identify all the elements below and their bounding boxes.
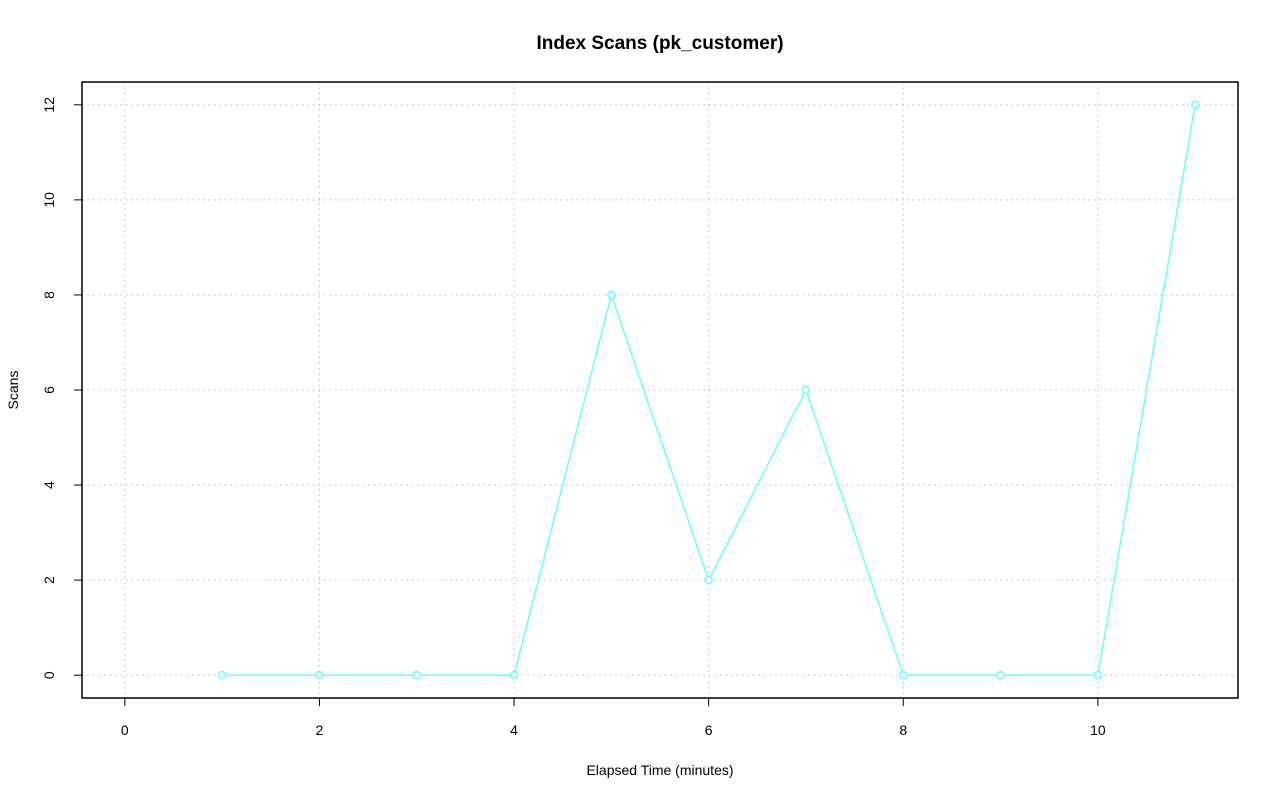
y-tick-label: 12 — [41, 97, 57, 113]
data-point — [315, 670, 324, 680]
data-point — [412, 670, 421, 680]
data-point — [509, 670, 519, 680]
data-point — [1093, 670, 1103, 680]
x-axis-label: Elapsed Time (minutes) — [586, 762, 733, 778]
y-tick-label: 2 — [41, 576, 57, 584]
y-axis-label: Scans — [5, 371, 21, 410]
data-point — [996, 670, 1005, 680]
x-tick-label: 4 — [510, 722, 518, 738]
x-tick-label: 2 — [316, 722, 324, 738]
x-tick-label: 8 — [899, 722, 907, 738]
plot-frame — [81, 81, 1239, 699]
chart-title: Index Scans (pk_customer) — [536, 33, 783, 54]
data-point — [899, 670, 908, 680]
y-tick-label: 6 — [41, 386, 57, 394]
x-tick-label: 0 — [121, 722, 129, 738]
x-tick-label: 6 — [705, 722, 713, 738]
data-point — [704, 575, 713, 585]
y-tick-label: 0 — [41, 671, 57, 679]
data-point — [1190, 100, 1200, 110]
y-tick-label: 8 — [41, 291, 57, 299]
y-tick-label: 10 — [41, 192, 57, 208]
data-point — [217, 670, 227, 680]
data-point — [801, 385, 811, 395]
data-point — [607, 290, 616, 300]
x-tick-label: 10 — [1090, 722, 1106, 738]
y-tick-label: 4 — [41, 481, 57, 489]
